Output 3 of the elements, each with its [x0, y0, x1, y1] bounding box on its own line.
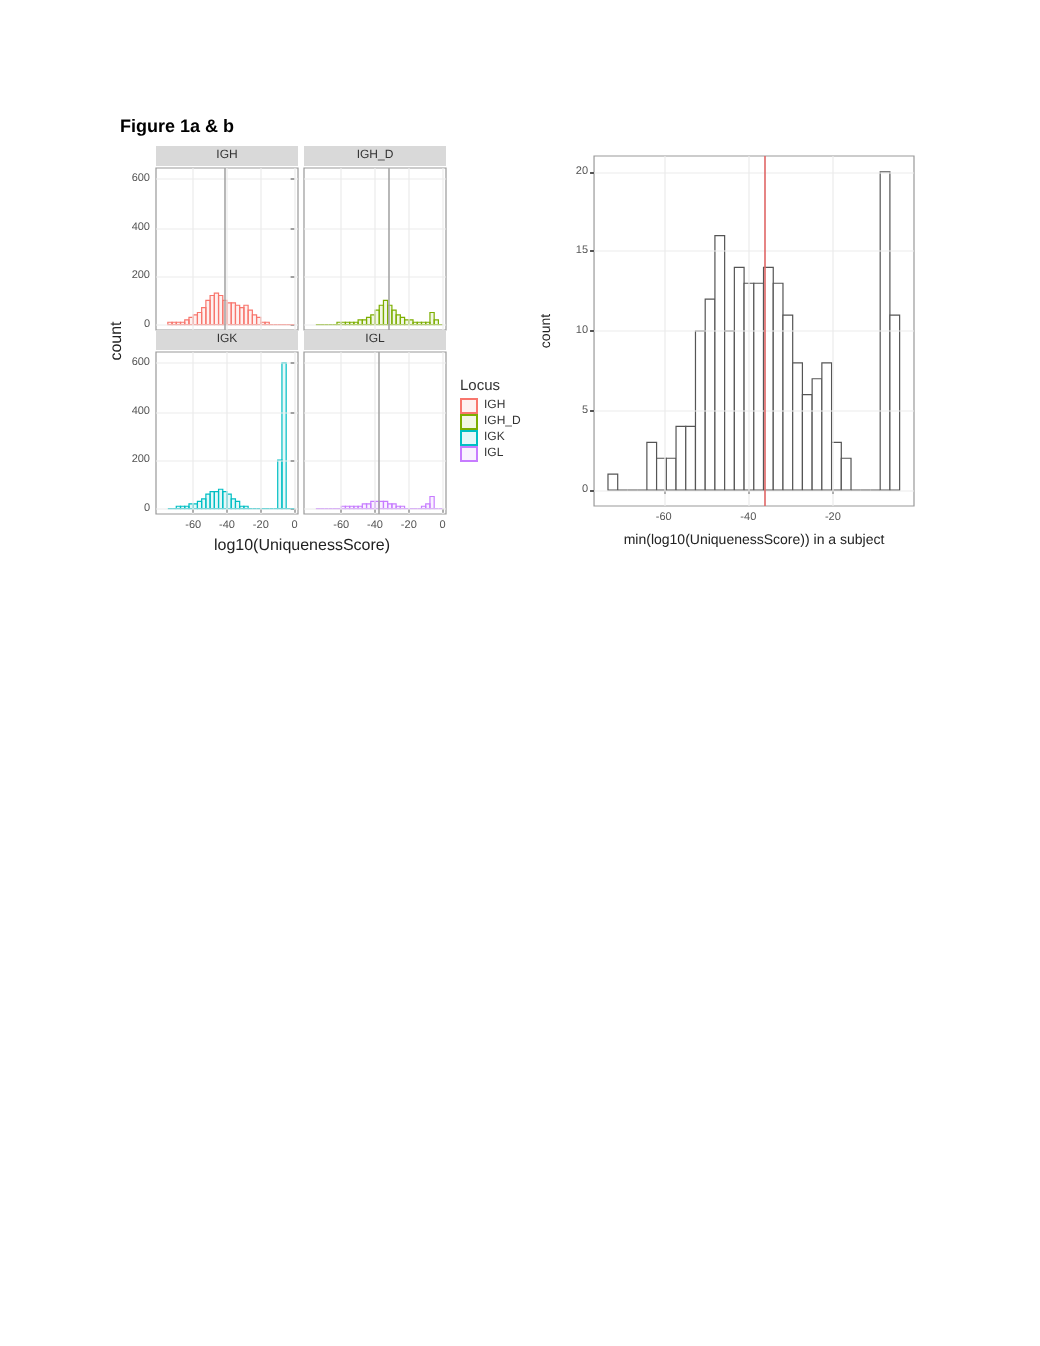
caption: Figure 1a & b	[120, 116, 235, 136]
x-axis-title: log10(UniquenessScore)	[211, 536, 393, 554]
y-axis-title: count	[106, 321, 125, 361]
